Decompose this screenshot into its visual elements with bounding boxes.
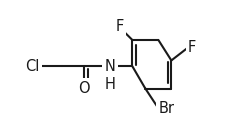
- Text: Cl: Cl: [25, 59, 39, 74]
- Text: H: H: [105, 77, 115, 92]
- Text: N: N: [105, 59, 115, 74]
- Text: F: F: [115, 20, 123, 34]
- Text: F: F: [188, 40, 196, 55]
- Text: O: O: [78, 81, 90, 96]
- Text: Br: Br: [158, 101, 174, 116]
